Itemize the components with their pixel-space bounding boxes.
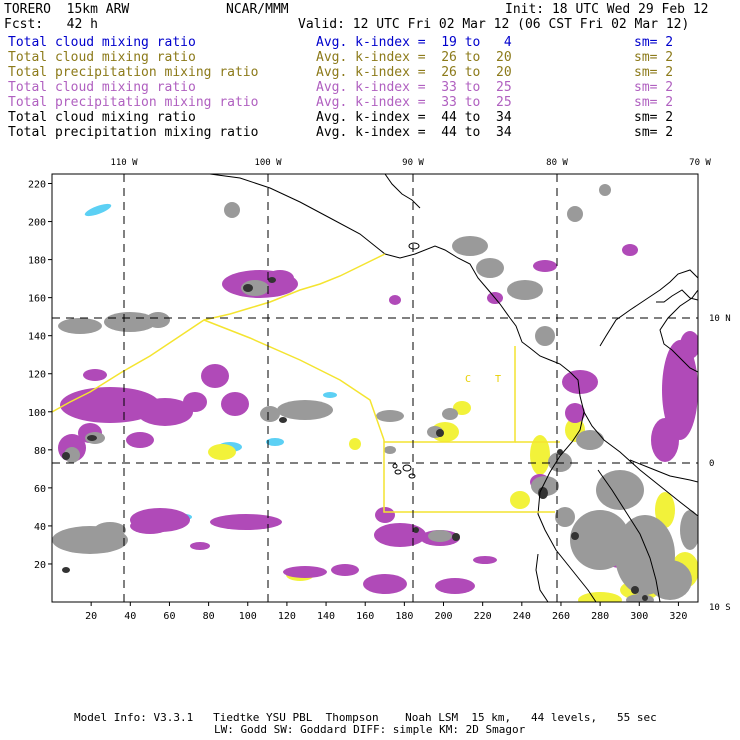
y-tick-label: 80 (34, 446, 46, 457)
x-tick-label: 220 (474, 611, 492, 620)
longitude-labels: 110 W 100 W 90 W 80 W 70 W (110, 158, 711, 168)
y-tick-label: 40 (34, 522, 46, 533)
forecast-hour: Fcst: 42 h (4, 17, 98, 32)
coastline (209, 174, 698, 602)
lon-label: 80 W (546, 158, 568, 168)
lon-label: 70 W (689, 158, 711, 168)
field-name: Total cloud mixing ratio (8, 110, 196, 125)
lat-label: 10 S (709, 603, 731, 613)
field-name: Total cloud mixing ratio (8, 80, 196, 95)
field-index: Avg. k-index = 44 to 34 (316, 110, 512, 125)
x-tick-label: 60 (163, 611, 175, 620)
x-tick-label: 240 (513, 611, 531, 620)
marker-t: T (495, 374, 501, 385)
lon-label: 100 W (254, 158, 282, 168)
field-sm: sm= 2 (634, 35, 674, 50)
field-index: Avg. k-index = 26 to 20 (316, 65, 512, 80)
y-tick-label: 200 (28, 218, 46, 229)
valid-time: Valid: 12 UTC Fri 02 Mar 12 (06 CST Fri … (298, 17, 690, 32)
lat-label: 0 (709, 459, 714, 469)
lon-label: 110 W (110, 158, 138, 168)
field-sm: sm= 2 (634, 95, 674, 110)
model-info: Model Info: V3.3.1 Tiedtke YSU PBL Thomp… (74, 711, 657, 724)
field-index: Avg. k-index = 33 to 25 (316, 80, 512, 95)
x-tick-label: 180 (395, 611, 413, 620)
field-sm: sm= 2 (634, 125, 674, 140)
x-tick-label: 140 (317, 611, 335, 620)
y-tick-label: 100 (28, 408, 46, 419)
cloud-dark-core (62, 277, 648, 601)
lat-label: 10 N (709, 314, 731, 324)
y-tick-label: 220 (28, 180, 46, 191)
physics-info: LW: Godd SW: Goddard DIFF: simple KM: 2D… (214, 723, 526, 736)
x-tick-label: 280 (591, 611, 609, 620)
x-tick-label: 200 (434, 611, 452, 620)
lon-label: 90 W (402, 158, 424, 168)
x-tick-label: 40 (124, 611, 136, 620)
field-index: Avg. k-index = 26 to 20 (316, 50, 512, 65)
domain-outline (52, 253, 560, 513)
map-border (51, 173, 699, 603)
x-tick-label: 120 (278, 611, 296, 620)
forecast-map: C T 110 W 100 W 90 W 80 W 70 W 10 N 0 10… (28, 158, 731, 620)
x-tick-label: 80 (203, 611, 215, 620)
cloud-grey (52, 184, 698, 602)
marker-c: C (465, 374, 471, 385)
field-name: Total precipitation mixing ratio (8, 125, 259, 140)
field-sm: sm= 2 (634, 50, 674, 65)
x-tick-label: 320 (669, 611, 687, 620)
x-axis-ticks: 20 40 60 80 100 120 140 160 180 200 220 240 260 280 30… (85, 602, 687, 620)
field-sm: sm= 2 (634, 65, 674, 80)
organization: NCAR/MMM (226, 2, 289, 17)
field-name: Total precipitation mixing ratio (8, 65, 259, 80)
field-name: Total cloud mixing ratio (8, 50, 196, 65)
field-index: Avg. k-index = 33 to 25 (316, 95, 512, 110)
x-tick-label: 160 (356, 611, 374, 620)
field-sm: sm= 2 (634, 80, 674, 95)
model-title: TORERO 15km ARW (4, 2, 130, 17)
field-index: Avg. k-index = 44 to 34 (316, 125, 512, 140)
y-tick-label: 180 (28, 256, 46, 267)
graticule (52, 174, 698, 602)
field-name: Total precipitation mixing ratio (8, 95, 259, 110)
field-name: Total cloud mixing ratio (8, 35, 196, 50)
x-tick-label: 300 (630, 611, 648, 620)
latitude-labels: 10 N 0 10 S (709, 314, 731, 613)
field-index: Avg. k-index = 19 to 4 (316, 35, 512, 50)
field-sm: sm= 2 (634, 110, 674, 125)
y-tick-label: 120 (28, 370, 46, 381)
y-tick-label: 20 (34, 560, 46, 571)
y-tick-label: 60 (34, 484, 46, 495)
y-tick-label: 140 (28, 332, 46, 343)
x-tick-label: 260 (552, 611, 570, 620)
y-axis-ticks: 220 200 180 160 140 120 100 80 60 40 20 (28, 180, 52, 571)
y-tick-label: 160 (28, 294, 46, 305)
x-tick-label: 100 (239, 611, 257, 620)
init-time: Init: 18 UTC Wed 29 Feb 12 (505, 2, 709, 17)
x-tick-label: 20 (85, 611, 97, 620)
